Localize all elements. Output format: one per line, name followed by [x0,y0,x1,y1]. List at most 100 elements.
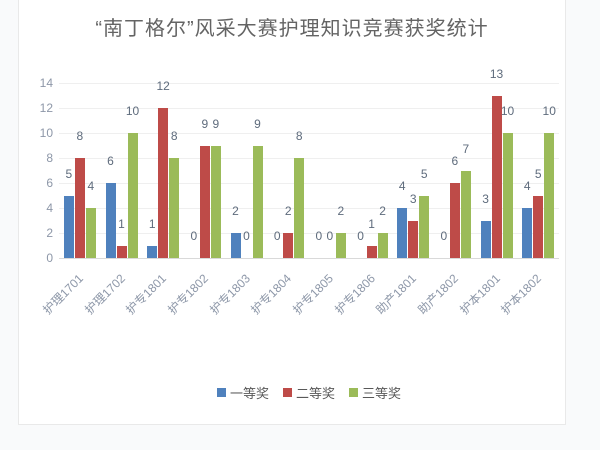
legend-label: 一等奖 [229,386,269,401]
bar: 4 [522,180,533,258]
bar-data-label: 5 [534,166,542,181]
bar-data-label: 0 [440,229,448,243]
bar: 9 [252,117,263,258]
bar-data-label: 4 [523,179,531,193]
bar: 5 [419,167,430,258]
bar-data-label: 2 [337,204,345,218]
legend-label: 二等奖 [295,386,335,401]
gridline [59,182,559,184]
bar: 8 [294,130,305,258]
bar: 4 [397,180,408,258]
bar-data-label: 10 [125,104,140,118]
bar-data-label: 12 [156,79,170,93]
bar: 8 [74,130,85,258]
legend-swatch [282,388,292,397]
bar-group: 1 12 8 [142,80,184,258]
legend-swatch [349,388,358,397]
bar-data-label: 9 [212,116,220,131]
bar: 13 [490,67,503,258]
y-tick-label: 2 [46,226,53,240]
bar-data-label: 1 [368,216,375,231]
legend-label: 三等奖 [362,386,402,401]
y-tick-label: 12 [39,101,53,115]
bar-data-label: 8 [295,129,303,143]
bar-data-label: 10 [500,104,515,118]
bar: 1 [116,217,127,258]
bar-group: 5 8 4 [59,83,101,258]
bar: 5 [63,167,74,258]
plot-area: 0 2 4 6 8 10 12 14 5 8 4 6 1 10 1 12 8 0 9 9 2 0 9 0 2 8 0 0 2 0 1 2 4 3… [40,67,559,317]
bar-data-label: 2 [284,204,292,218]
bar-data-label: 1 [118,216,125,231]
gridline [59,132,559,134]
bar: 1 [147,217,158,258]
bar: 4 [85,180,96,258]
y-tick-label: 10 [39,126,53,140]
bar-data-label: 10 [542,104,556,118]
legend-item: 三等奖 [349,383,401,402]
bar-data-label: 5 [420,166,428,181]
bar: 3 [408,192,419,258]
chart-title: “南丁格尔”风采大赛护理知识竞赛获奖统计 [95,18,489,40]
bar-data-label: 13 [489,66,504,81]
bar-data-label: 0 [243,229,250,243]
bar-data-label: 0 [357,229,364,243]
bar-data-label: 0 [326,229,334,243]
bar: 2 [335,205,346,258]
bar: 6 [105,155,116,258]
bar-groups: 5 8 4 6 1 10 1 12 8 0 9 9 2 0 9 0 2 8 0 0 2 0 1 2 4 3 5 0 6 7 3 13 10 4 5 1… [59,67,559,258]
bar-group: 4 5 10 [517,83,559,258]
bar: 9 [199,117,210,258]
bar-data-label: 4 [87,179,95,193]
bar: 2 [377,205,388,258]
x-axis-line [59,257,559,259]
bar-data-label: 0 [315,229,323,243]
gridline [59,232,559,234]
y-tick-label: 8 [46,151,53,165]
bar-data-label: 2 [379,204,386,218]
bar: 12 [156,80,170,258]
gridline [59,157,559,159]
bar: 5 [533,167,544,258]
bar: 6 [449,155,460,258]
gridline [59,207,559,209]
bar-data-label: 0 [273,229,281,243]
y-tick-label: 14 [39,76,53,90]
bar: 2 [283,205,294,258]
bar-group: 3 13 10 [476,67,518,258]
y-tick-label: 6 [46,176,53,190]
bar-group: 6 1 10 [101,83,143,258]
bar-data-label: 4 [398,179,406,193]
bar-data-label: 3 [409,191,417,206]
chart-frame: “南丁格尔”风采大赛护理知识竞赛获奖统计 0 2 4 6 8 10 12 14 5 8 4 6 1 10… [18,0,566,425]
bar-data-label: 9 [254,116,261,131]
bar-data-label: 1 [148,216,156,231]
bar-data-label: 5 [65,166,73,181]
legend-item: 二等奖 [282,383,335,402]
y-tick-label: 4 [46,201,53,215]
bar: 3 [480,192,491,258]
legend: 一等奖 二等奖 三等奖 [59,383,559,402]
bar: 2 [230,205,241,258]
bar: 7 [460,142,471,258]
bar-data-label: 0 [190,229,198,243]
bar: 10 [543,105,556,258]
bar-data-label: 9 [201,116,209,131]
bar-data-label: 7 [462,141,470,156]
bar: 9 [210,117,221,258]
legend-swatch [216,388,226,397]
legend-item: 一等奖 [216,383,269,402]
bar: 1 [366,217,377,258]
bar-data-label: 3 [482,191,489,206]
bar: 8 [169,130,180,258]
bar-data-label: 6 [107,154,114,168]
gridline [59,82,559,84]
bar-data-label: 6 [451,154,459,168]
